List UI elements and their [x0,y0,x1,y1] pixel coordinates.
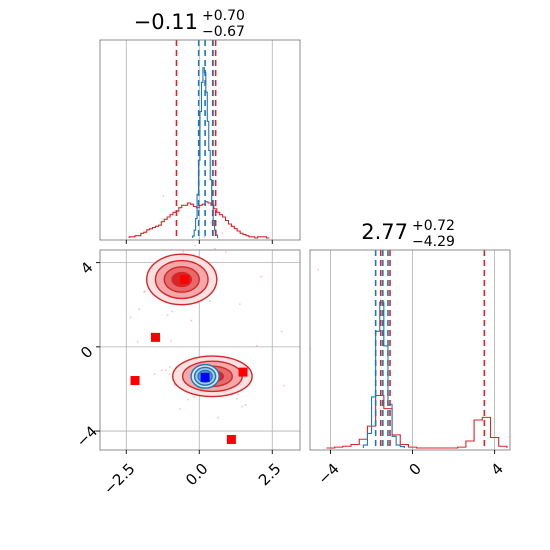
marginal-panel-2-frame [309,249,511,451]
joint-panel-frame [99,249,301,451]
x-tick-label: 0.0 [182,460,212,490]
sample-point [260,275,263,278]
sample-point [244,403,247,406]
sample-point [193,396,196,399]
sample-point [173,384,176,387]
sample-point [210,221,213,224]
sample-point [136,340,139,343]
sample-point [241,405,243,408]
y-tick-label: −4 [73,422,101,450]
red-marker [180,274,190,284]
y-tick-label: 4 [77,258,96,277]
sample-point [138,308,141,311]
red-marker [150,332,160,342]
red-marker [130,376,140,386]
title-value: −0.11 [134,10,198,34]
sample-point [238,303,241,306]
x-tick-label: −2.5 [100,460,138,498]
sample-point [213,247,216,250]
sample-point [236,393,239,396]
red-marker [238,367,248,377]
param2-red-histogram [326,394,508,449]
sample-point [144,290,146,293]
sample-point [129,316,132,319]
sample-point [168,366,171,368]
sample-point [221,232,224,235]
title-plus: +0.70 [202,8,245,24]
sample-point [168,373,171,376]
sample-point [217,416,219,419]
x-tick-label: 2.5 [255,460,285,490]
title-minus: −4.29 [412,234,455,250]
title-value: 2.77 [361,220,408,244]
sample-point [194,244,197,247]
sample-point [160,369,163,372]
sample-point [162,194,165,197]
sample-point [170,310,173,313]
sample-point [170,339,172,342]
sample-point [179,408,182,410]
x-tick-label: 4 [488,460,507,479]
x-tick-label: −4 [315,460,343,488]
sample-point [153,373,156,376]
marginal-panel-1-frame [99,39,301,241]
sample-point [187,398,190,401]
blue-marker [200,372,210,382]
sample-point [255,344,258,347]
param2-title: 2.77 +0.72−4.29 [361,218,455,250]
param1-title: −0.11 +0.70−0.67 [134,8,245,40]
sample-point [236,397,238,400]
y-tick-label: 0 [77,343,96,362]
red-marker [226,434,236,444]
sample-point [280,330,283,333]
x-tick-label: 0 [405,460,424,479]
sample-point [282,384,285,387]
param2-blue-histogram [362,301,405,448]
title-plus: +0.72 [412,218,455,234]
sample-point [166,314,169,316]
sample-point [164,369,167,372]
sample-point [317,268,320,271]
sample-point [208,300,211,302]
sample-point [182,250,185,253]
title-minus: −0.67 [202,24,245,40]
sample-point [190,319,193,322]
sample-point [203,234,206,237]
sample-point [224,251,227,254]
param1-red-histogram [128,201,270,239]
